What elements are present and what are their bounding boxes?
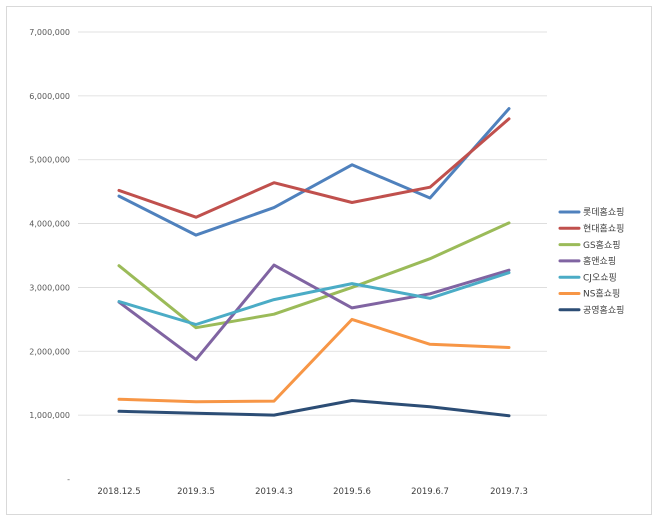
chart-frame — [6, 6, 652, 515]
x-tick-label: 2019.6.7 — [411, 487, 449, 497]
legend-label: 롯데홈쇼핑 — [583, 206, 624, 218]
legend-label: NS홈쇼핑 — [583, 288, 620, 300]
series-line-2 — [117, 221, 511, 330]
series-line-0 — [117, 107, 511, 237]
y-tick-label: 7,000,000 — [29, 28, 70, 37]
series-line-6 — [117, 399, 511, 418]
x-tick-label: 2019.3.5 — [177, 487, 215, 497]
series-line-3 — [117, 263, 511, 362]
legend-item: 현대홈쇼핑 — [558, 223, 624, 235]
x-tick-label: 2018.12.5 — [97, 487, 140, 497]
legend-item: 홈앤쇼핑 — [558, 255, 616, 267]
legend-label: 공영홈쇼핑 — [583, 304, 624, 316]
legend-item: 롯데홈쇼핑 — [558, 206, 624, 218]
y-tick-label: 5,000,000 — [29, 156, 70, 165]
y-axis-tick-labels: - 1,000,000 2,000,000 3,000,000 4,000,000 5,0… — [29, 28, 70, 484]
y-tick-label: 2,000,000 — [29, 347, 70, 356]
series-line-1 — [117, 117, 511, 219]
legend-label: CJ오쇼핑 — [583, 272, 617, 283]
y-tick-label: 4,000,000 — [29, 220, 70, 229]
legend-label: GS홈쇼핑 — [583, 239, 621, 251]
y-tick-label: 6,000,000 — [29, 92, 70, 101]
legend-label: 홈앤쇼핑 — [583, 255, 616, 267]
legend-item: NS홈쇼핑 — [558, 288, 620, 300]
series-line-4 — [117, 271, 511, 326]
x-tick-label: 2019.7.3 — [490, 487, 528, 497]
x-axis-tick-labels: 2018.12.5 2019.3.5 2019.4.3 2019.5.6 2019.6.… — [97, 487, 528, 497]
y-tick-label: 3,000,000 — [29, 283, 70, 292]
series-line-5 — [117, 317, 511, 404]
legend-label: 현대홈쇼핑 — [583, 223, 624, 235]
x-tick-label: 2019.5.6 — [333, 487, 371, 497]
gridlines — [78, 31, 547, 416]
legend-item: CJ오쇼핑 — [558, 272, 617, 283]
legend-item: 공영홈쇼핑 — [558, 304, 624, 316]
x-tick-label: 2019.4.3 — [255, 487, 293, 497]
series-lines — [117, 107, 511, 418]
y-tick-label: - — [67, 475, 70, 484]
legend-item: GS홈쇼핑 — [558, 239, 621, 251]
y-tick-label: 1,000,000 — [29, 411, 70, 420]
